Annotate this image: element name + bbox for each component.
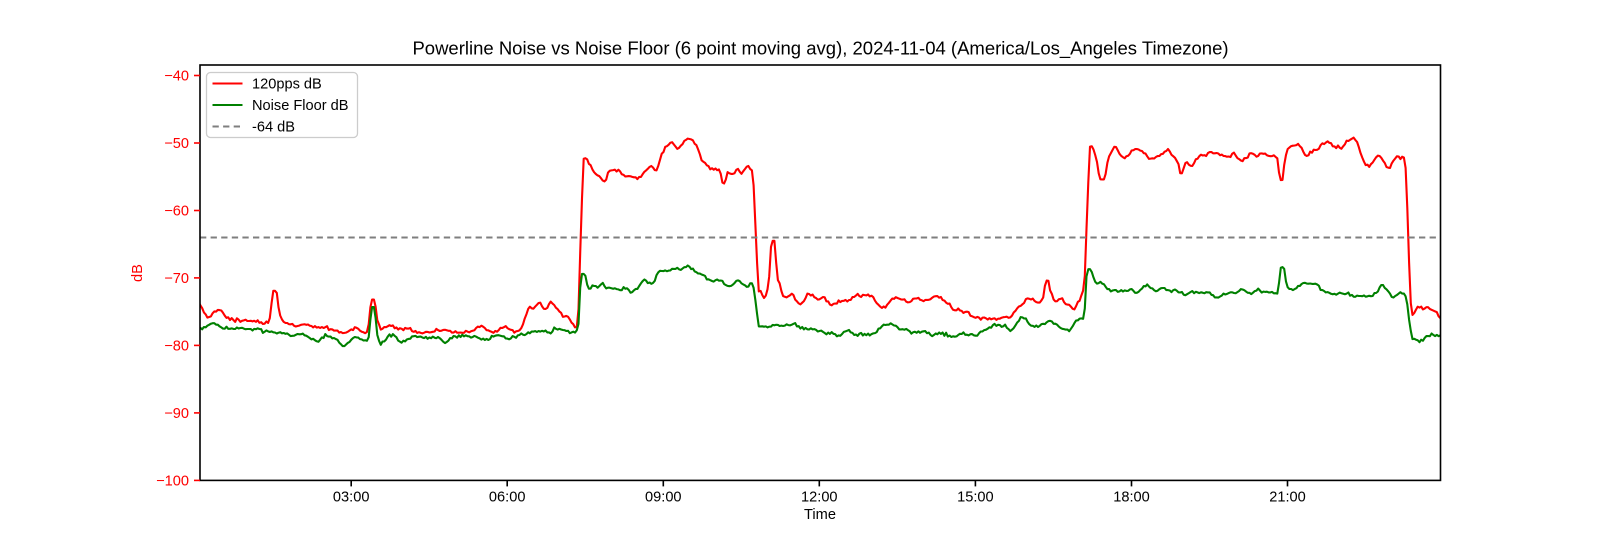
svg-text:12:00: 12:00: [801, 490, 838, 506]
svg-text:−70: −70: [164, 271, 189, 287]
svg-text:18:00: 18:00: [1113, 490, 1150, 506]
svg-text:−100: −100: [156, 473, 189, 489]
svg-text:−90: −90: [164, 406, 189, 422]
svg-text:09:00: 09:00: [645, 490, 682, 506]
svg-text:120pps dB: 120pps dB: [252, 77, 322, 93]
svg-text:06:00: 06:00: [489, 490, 526, 506]
svg-text:15:00: 15:00: [957, 490, 994, 506]
svg-text:−80: −80: [164, 338, 189, 354]
svg-text:−40: −40: [164, 69, 189, 85]
svg-text:Powerline Noise vs Noise Floor: Powerline Noise vs Noise Floor (6 point …: [412, 38, 1228, 60]
svg-text:dB: dB: [130, 264, 146, 282]
svg-text:-64 dB: -64 dB: [252, 120, 295, 136]
svg-text:Time: Time: [804, 507, 836, 523]
svg-text:−50: −50: [164, 136, 189, 152]
svg-text:−60: −60: [164, 204, 189, 220]
svg-text:Noise Floor dB: Noise Floor dB: [252, 98, 349, 114]
svg-text:21:00: 21:00: [1269, 490, 1306, 506]
svg-text:03:00: 03:00: [333, 490, 370, 506]
